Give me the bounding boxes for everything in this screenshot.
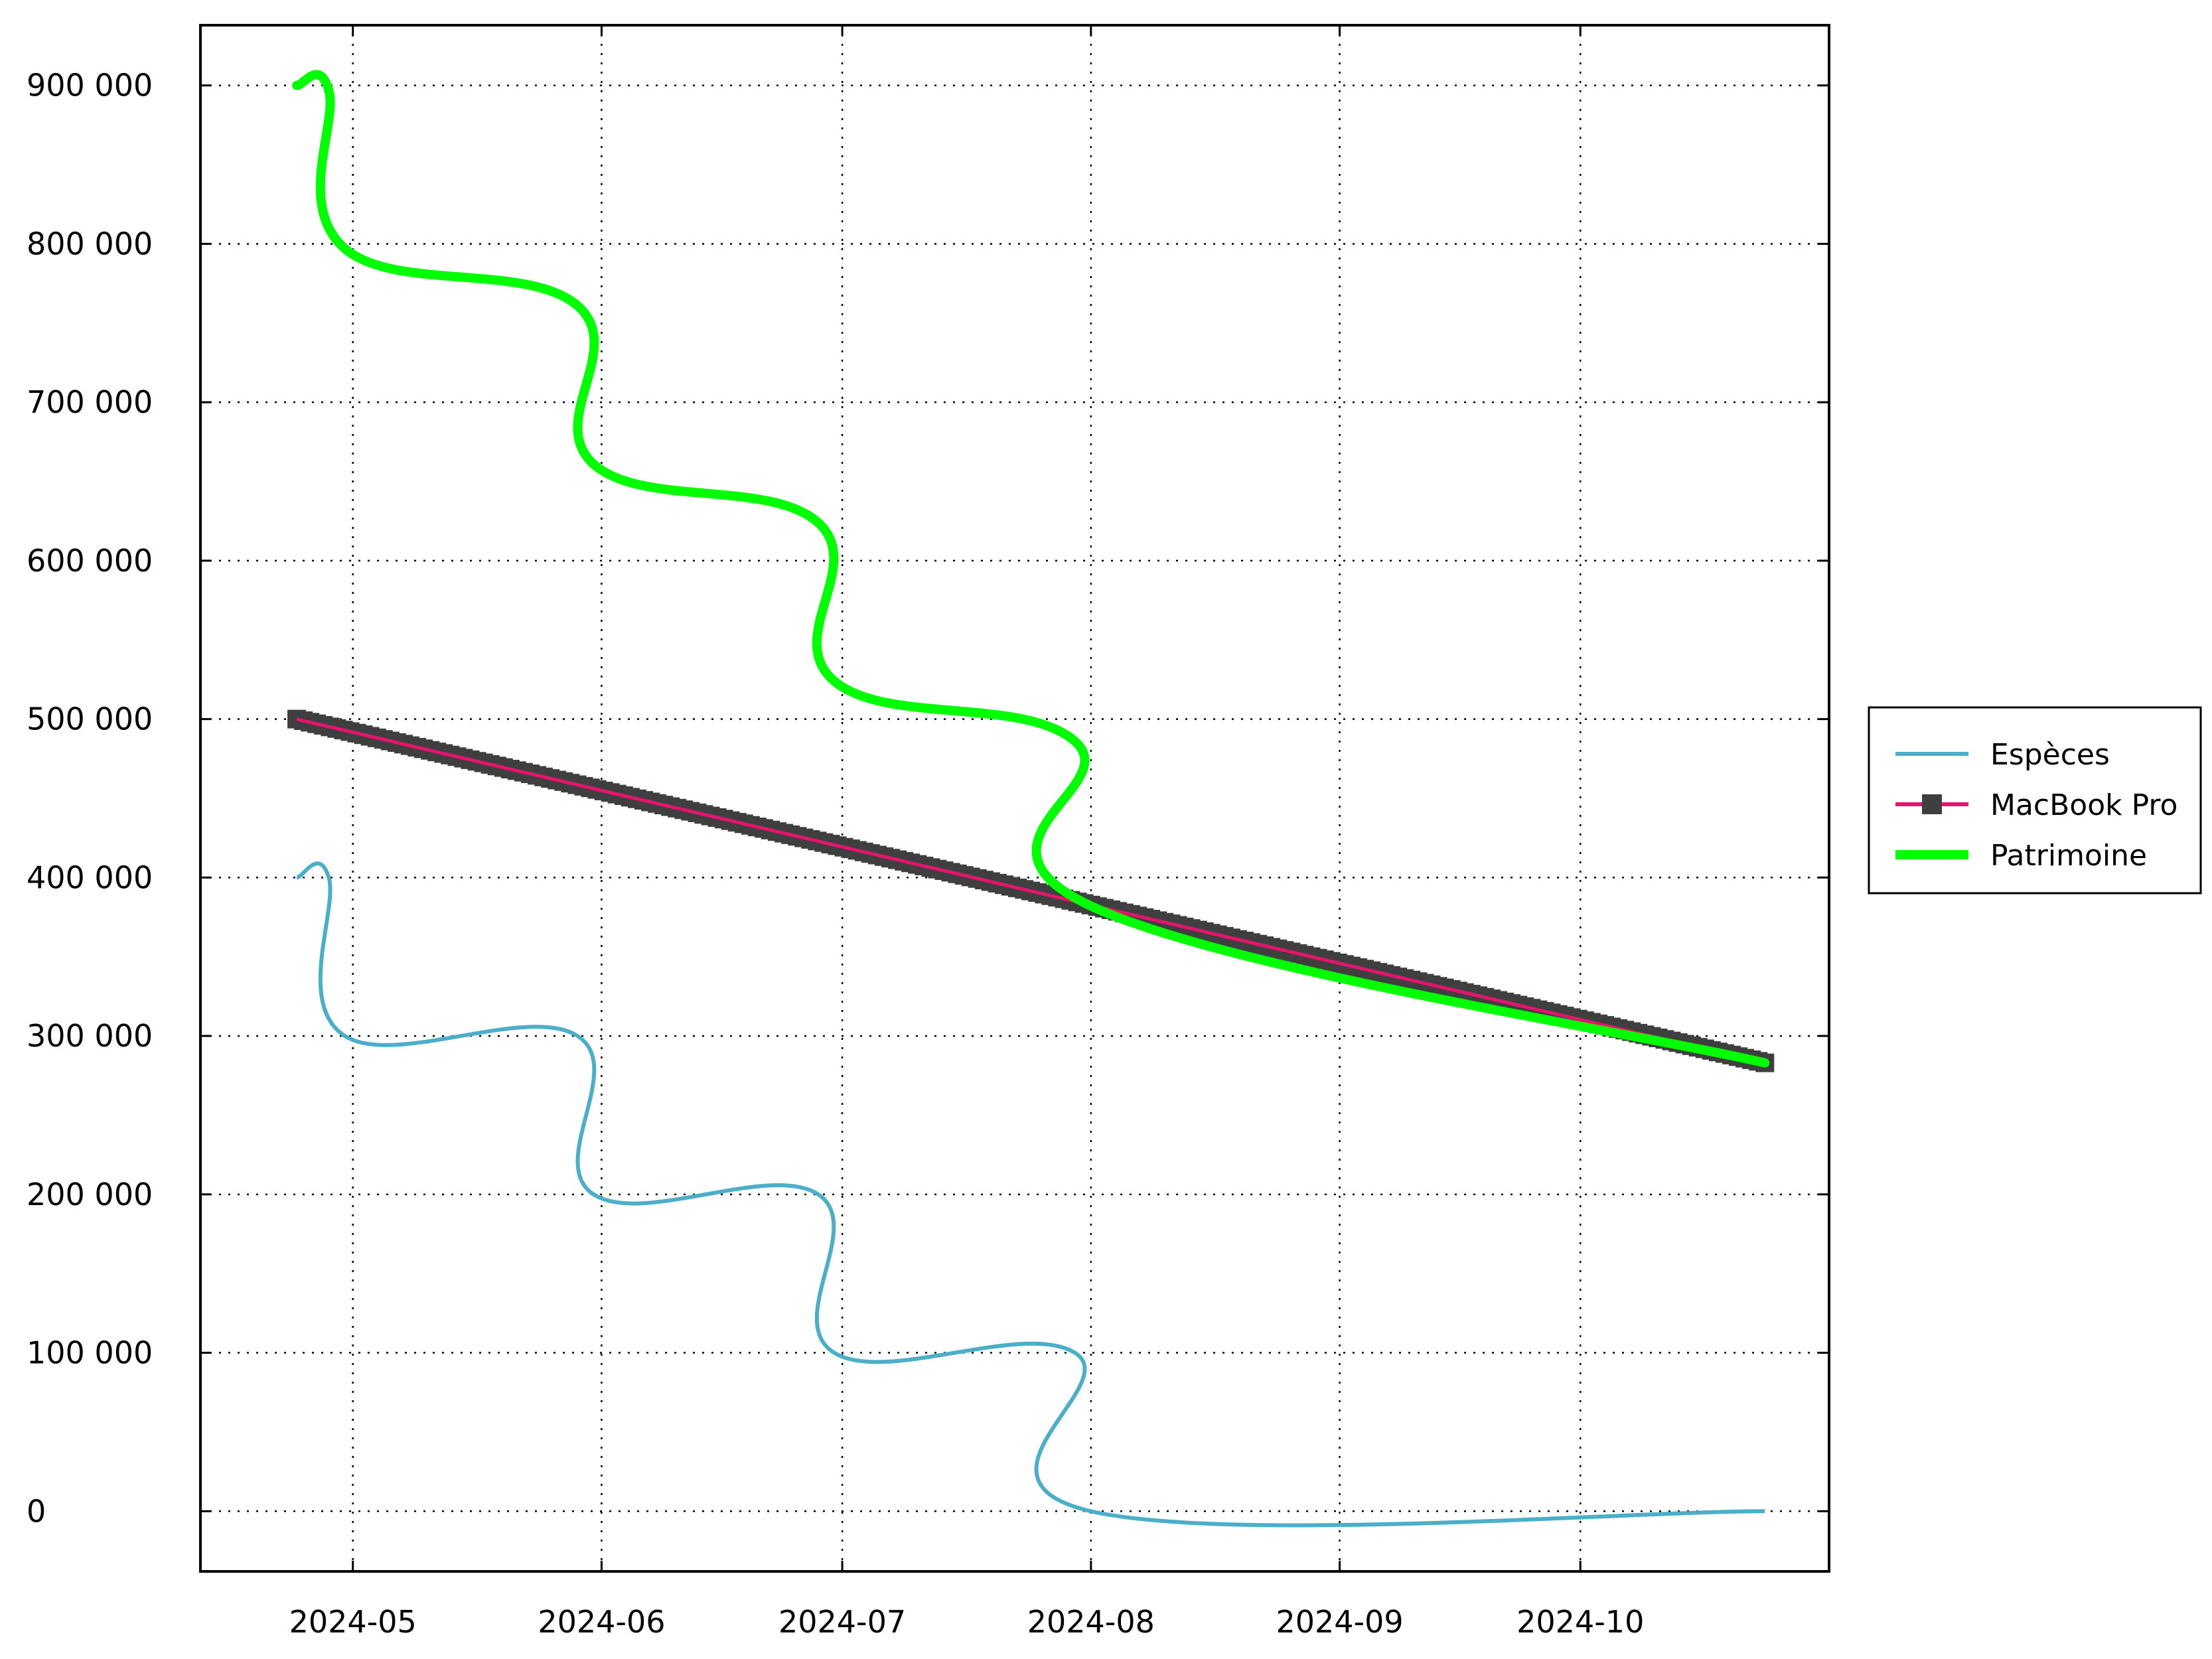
x-tick-label: 2024-05 (289, 1604, 417, 1640)
x-tick-label: 2024-09 (1276, 1604, 1403, 1640)
axis-ticks: 0 100 000 200 000 300 000 400 000 500 000 600 … (27, 25, 1829, 1640)
series-especes-line (296, 861, 1765, 1528)
y-tick-label: 600 000 (27, 543, 153, 579)
legend-label: MacBook Pro (1990, 788, 2177, 822)
x-tick-label: 2024-10 (1516, 1604, 1644, 1640)
series-macbook-pro (287, 709, 1775, 1072)
macbook-pro-line (296, 717, 1765, 1065)
y-tick-label: 300 000 (27, 1018, 153, 1054)
x-tick-label: 2024-07 (778, 1604, 906, 1640)
plot-area (287, 70, 1775, 1528)
y-tick-label: 700 000 (27, 384, 153, 420)
y-tick-label: 200 000 (27, 1177, 153, 1212)
y-tick-label: 900 000 (27, 68, 153, 104)
x-tick-label: 2024-06 (538, 1604, 665, 1640)
y-tick-label: 0 (27, 1493, 46, 1529)
y-tick-label: 800 000 (27, 226, 153, 261)
legend-label: Espèces (1990, 738, 2110, 772)
y-tick-label: 400 000 (27, 859, 153, 895)
y-tick-label: 100 000 (27, 1335, 153, 1371)
y-tick-label: 500 000 (27, 701, 153, 737)
legend: Espèces MacBook Pro Patrimoine (1868, 706, 2202, 895)
series-patrimoine-line (292, 70, 1770, 1068)
legend-marker-macbook-pro (1922, 794, 1942, 814)
x-tick-label: 2024-08 (1027, 1604, 1155, 1640)
plot-frame (199, 24, 1830, 1573)
legend-label: Patrimoine (1990, 839, 2147, 873)
